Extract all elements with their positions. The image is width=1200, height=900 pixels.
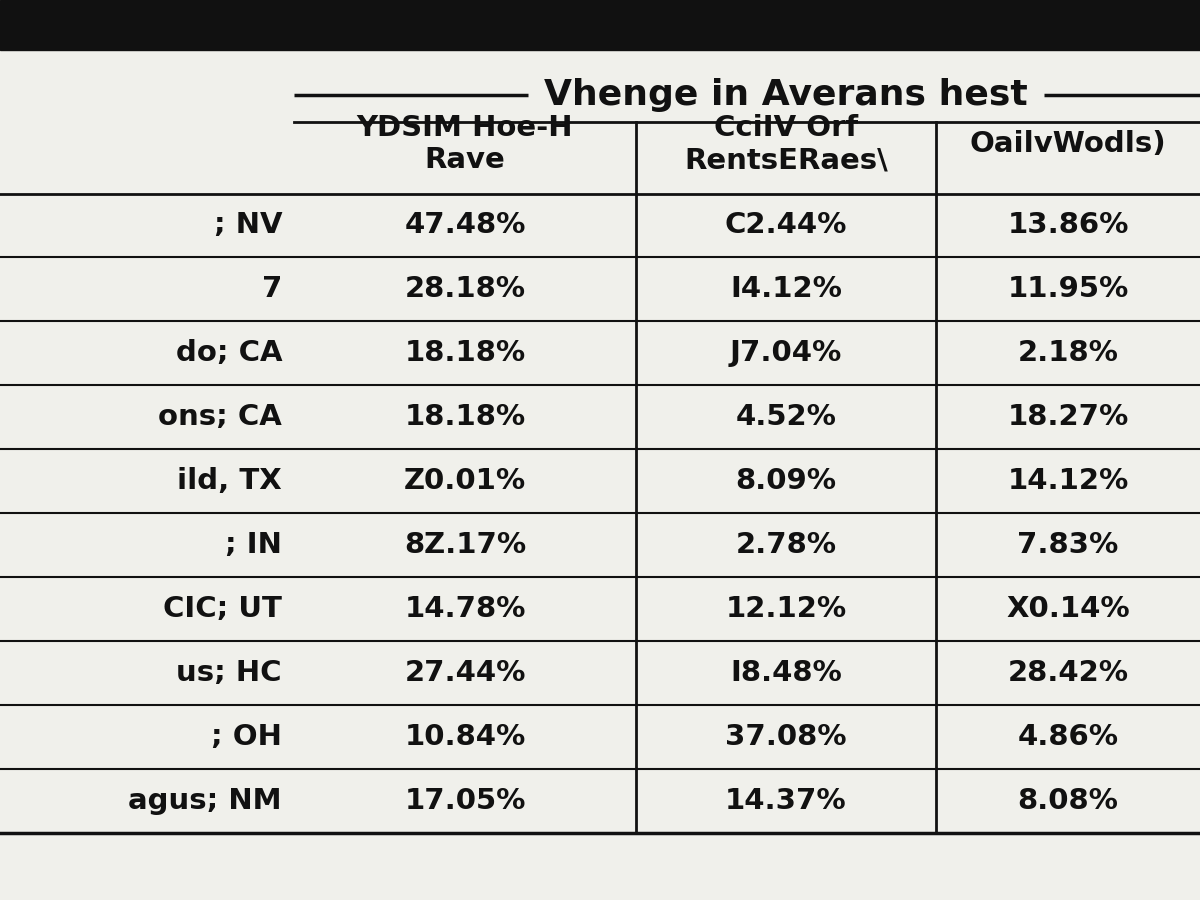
Text: 2.18%: 2.18% [1018, 339, 1118, 367]
Text: agus; NM: agus; NM [128, 787, 282, 814]
Text: J7.04%: J7.04% [730, 339, 842, 367]
Text: 17.05%: 17.05% [404, 787, 526, 814]
Text: 27.44%: 27.44% [404, 659, 526, 687]
Text: ; NV: ; NV [214, 212, 282, 239]
Text: C2.44%: C2.44% [725, 212, 847, 239]
Text: 37.08%: 37.08% [725, 723, 847, 751]
Text: ; IN: ; IN [226, 531, 282, 559]
Text: 12.12%: 12.12% [726, 595, 846, 623]
Text: 11.95%: 11.95% [1007, 275, 1129, 303]
Text: 2.78%: 2.78% [736, 531, 836, 559]
Text: 4.52%: 4.52% [736, 403, 836, 431]
Text: 8.08%: 8.08% [1018, 787, 1118, 814]
Text: YDSIM Hoe-H
Rave: YDSIM Hoe-H Rave [356, 113, 574, 175]
Text: 18.18%: 18.18% [404, 339, 526, 367]
Text: I8.48%: I8.48% [730, 659, 842, 687]
Text: ild, TX: ild, TX [178, 467, 282, 495]
Text: 47.48%: 47.48% [404, 212, 526, 239]
Text: 13.86%: 13.86% [1007, 212, 1129, 239]
Text: do; CA: do; CA [175, 339, 282, 367]
Text: I4.12%: I4.12% [730, 275, 842, 303]
Text: 28.18%: 28.18% [404, 275, 526, 303]
Text: 4.86%: 4.86% [1018, 723, 1118, 751]
Text: 7.83%: 7.83% [1018, 531, 1118, 559]
Text: Vhenge in Averans hest: Vhenge in Averans hest [544, 77, 1028, 112]
Text: X0.14%: X0.14% [1006, 595, 1130, 623]
Text: 10.84%: 10.84% [404, 723, 526, 751]
Text: 18.27%: 18.27% [1007, 403, 1129, 431]
Text: ; OH: ; OH [211, 723, 282, 751]
Text: us; HC: us; HC [176, 659, 282, 687]
Text: 8Z.17%: 8Z.17% [404, 531, 526, 559]
Text: 14.37%: 14.37% [725, 787, 847, 814]
Text: 18.18%: 18.18% [404, 403, 526, 431]
Text: 8.09%: 8.09% [736, 467, 836, 495]
Text: 28.42%: 28.42% [1008, 659, 1128, 687]
Text: ons; CA: ons; CA [158, 403, 282, 431]
Text: Z0.01%: Z0.01% [404, 467, 526, 495]
Text: CIC; UT: CIC; UT [163, 595, 282, 623]
Text: CciIV Orf
RentsERaes\: CciIV Orf RentsERaes\ [684, 113, 888, 175]
Text: OailvWodls): OailvWodls) [970, 130, 1166, 158]
Bar [0, 0, 1200, 50]
Text: 7: 7 [262, 275, 282, 303]
Text: 14.78%: 14.78% [404, 595, 526, 623]
Text: 14.12%: 14.12% [1007, 467, 1129, 495]
